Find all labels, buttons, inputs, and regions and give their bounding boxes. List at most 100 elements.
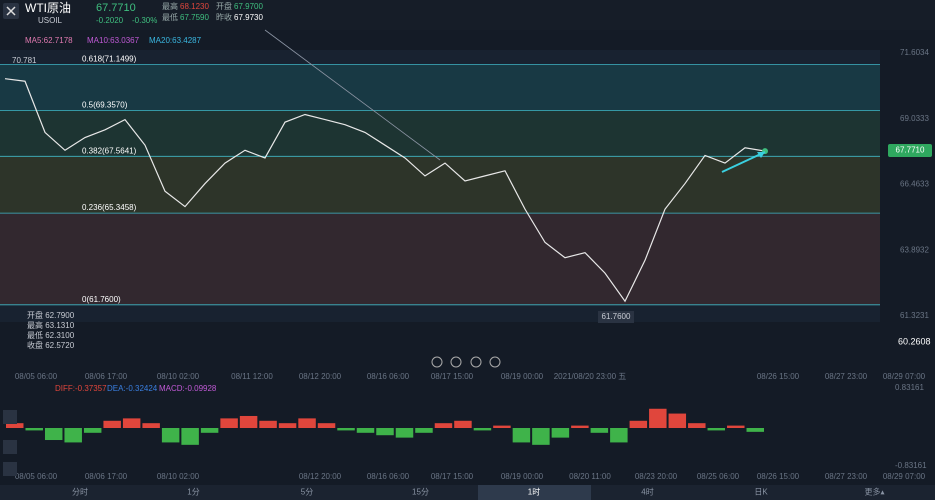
price-tag [888, 144, 932, 157]
tab[interactable]: 15分 [412, 488, 429, 497]
time-label: 08/10 02:00 [157, 372, 200, 381]
tab-bar [0, 485, 935, 500]
macd-bar [103, 420, 121, 428]
macd-bar [317, 423, 336, 428]
time-label: 08/05 06:00 [15, 372, 58, 381]
scroll-left[interactable] [450, 356, 462, 368]
macd-bar [629, 420, 648, 428]
code: USOIL [38, 16, 63, 25]
time-label: 08/25 06:00 [697, 472, 740, 481]
tab[interactable]: 4时 [641, 487, 653, 497]
macd-bar [415, 428, 433, 433]
macd-bar [259, 420, 277, 428]
time-label: 08/05 06:00 [15, 472, 58, 481]
y-tick-label: 63.8932 [900, 245, 929, 254]
macd-bar [610, 428, 628, 443]
trend-line [264, 29, 441, 161]
time-label: 2021/08/20 23:00 五 [554, 372, 627, 381]
price: 67.7710 [96, 2, 136, 14]
y-tick-label: 71.6034 [900, 48, 929, 57]
start-price: 70.781 [12, 56, 37, 65]
fib-label: 0.618(71.1499) [82, 55, 137, 64]
tab[interactable]: 5分 [301, 488, 313, 497]
y-tick-label: 61.3231 [900, 311, 929, 320]
time-label: 08/20 11:00 [569, 472, 611, 481]
stat-value: 67.9700 [234, 2, 263, 11]
macd-bar [181, 428, 199, 445]
fib-label: 0.5(69.3570) [82, 101, 128, 110]
corner-price: 60.2608 [898, 336, 931, 346]
time-label: 08/27 23:00 [825, 472, 868, 481]
symbol[interactable]: WTI原油 [25, 1, 71, 15]
ohlc-text: 最高 63.1310 [27, 320, 75, 330]
time-label: 08/29 07:00 [883, 372, 926, 381]
macd-bar [6, 423, 24, 428]
tab[interactable]: 1分 [187, 488, 199, 497]
tab[interactable]: 日K [754, 488, 768, 497]
zoom-out[interactable] [431, 356, 443, 368]
time-label: 08/17 15:00 [431, 472, 474, 481]
tool-button[interactable] [3, 410, 17, 424]
macd-bar [278, 423, 297, 428]
scroll-right[interactable] [470, 356, 482, 368]
time-label: 08/16 06:00 [367, 372, 410, 381]
fib-label: 0(61.7600) [82, 295, 121, 304]
macd-bar [122, 418, 141, 428]
zoom-controls [431, 356, 501, 368]
macd-bar [337, 428, 355, 431]
ohlc-text: 收盘 62.5720 [27, 340, 75, 350]
macd-bar [83, 428, 102, 433]
stat-label: 昨收 [216, 12, 232, 22]
time-label: 08/11 12:00 [231, 372, 273, 381]
low-tag-text: 61.7600 [602, 312, 631, 321]
macd-bar [473, 428, 492, 431]
macd-legend: MACD:-0.09928 [159, 384, 217, 393]
macd-bar [668, 413, 687, 428]
time-label: 08/06 17:00 [85, 472, 128, 481]
time-label: 08/19 00:00 [501, 472, 544, 481]
macd-bar [512, 428, 531, 443]
macd-bar [298, 418, 316, 428]
macd-bar [239, 415, 258, 428]
y-tick-label: 69.0333 [900, 114, 929, 123]
stat-value: 67.9730 [234, 13, 263, 22]
low-tag [598, 311, 634, 323]
time-label: 08/27 23:00 [825, 372, 868, 381]
y-tick-label: 66.4633 [900, 180, 929, 189]
tool-button[interactable] [3, 440, 17, 454]
time-label: 08/29 07:00 [883, 472, 926, 481]
macd-bar [200, 428, 219, 433]
macd-legend: DIFF:-0.37357 [55, 384, 107, 393]
time-label: 08/26 15:00 [757, 372, 800, 381]
stat-value: 68.1230 [180, 2, 209, 11]
stat-label: 最高 [162, 1, 178, 11]
macd-legend: DEA:-0.32424 [107, 384, 158, 393]
arrow-head [757, 152, 765, 158]
macd-bar [220, 418, 238, 428]
close-icon [6, 6, 16, 16]
price-tag-text: 67.7710 [896, 146, 925, 155]
ohlc-text: 开盘 62.7900 [27, 310, 75, 320]
macd-tick: -0.83161 [895, 461, 927, 470]
time-label: 08/16 06:00 [367, 472, 410, 481]
macd-bar [649, 408, 667, 428]
time-label: 08/17 15:00 [431, 372, 474, 381]
tool-button[interactable] [3, 462, 17, 476]
macd-bar [44, 428, 63, 441]
tab[interactable]: 1时 [528, 487, 540, 497]
ma-legend: MA20:63.4287 [149, 36, 202, 45]
tab[interactable]: 更多▴ [864, 487, 884, 497]
time-label: 08/12 20:00 [299, 372, 342, 381]
tab-selected [478, 485, 591, 500]
zoom-in[interactable] [489, 356, 501, 368]
stat-label: 开盘 [216, 1, 232, 11]
change: -0.2020 [96, 16, 124, 25]
tab[interactable]: 分时 [72, 487, 88, 497]
left-toolbar [3, 410, 17, 476]
change-pct: -0.30% [132, 16, 157, 25]
top-bar [0, 0, 935, 30]
ohlc-text: 最低 62.3100 [27, 330, 75, 340]
stat-label: 最低 [162, 12, 178, 22]
